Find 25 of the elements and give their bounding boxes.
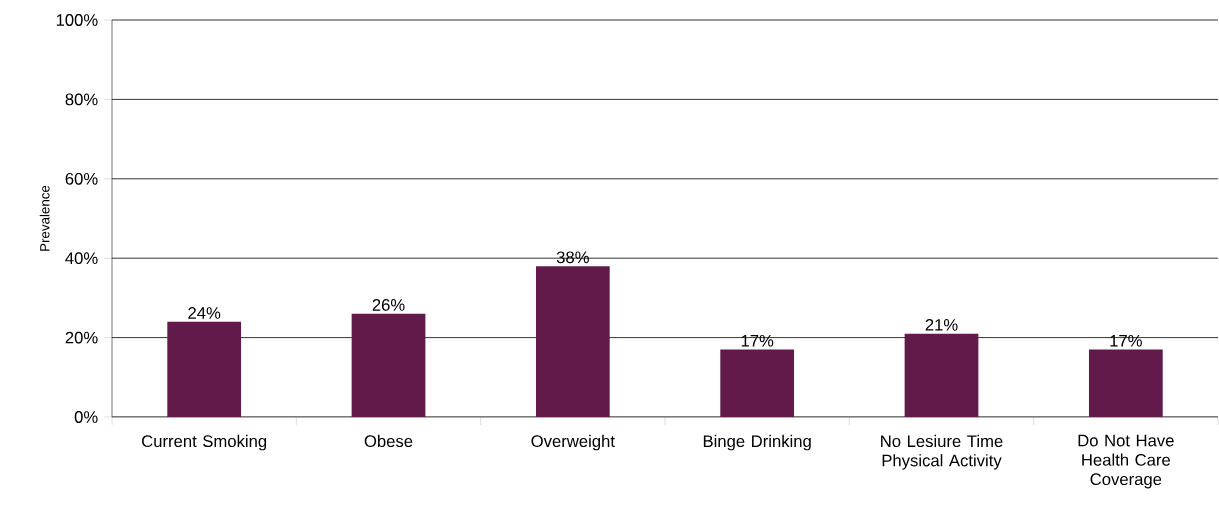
x-tick-label: No Lesiure Time Physical Activity (881, 434, 1003, 470)
bar (1088, 349, 1163, 417)
y-tick-label: 60% (65, 172, 98, 185)
y-tick-label: 40% (65, 252, 98, 265)
y-tick-label: 20% (65, 331, 98, 344)
bar (351, 313, 426, 417)
data-label: 17% (741, 334, 774, 347)
y-tick-label: 100% (56, 14, 98, 26)
data-label: 17% (1110, 334, 1142, 347)
bar (720, 349, 795, 417)
x-tick-label: Current Smoking (142, 434, 267, 451)
x-tick-label: Do Not Have Health Care Coverage (1078, 434, 1174, 489)
data-label: 26% (372, 299, 405, 311)
bar (535, 266, 610, 417)
data-label: 38% (556, 251, 589, 264)
y-tick-label: 0% (74, 411, 98, 423)
x-tick-label: Binge Drinking (703, 434, 811, 451)
bar (167, 321, 242, 417)
y-axis-title: Prevalence (39, 185, 50, 251)
y-tick-label: 80% (65, 93, 98, 106)
x-tick-label: Overweight (531, 434, 615, 451)
x-tick-label: Obese (364, 434, 413, 448)
data-label: 24% (188, 307, 221, 319)
bar (904, 333, 979, 417)
data-label: 21% (925, 318, 958, 331)
